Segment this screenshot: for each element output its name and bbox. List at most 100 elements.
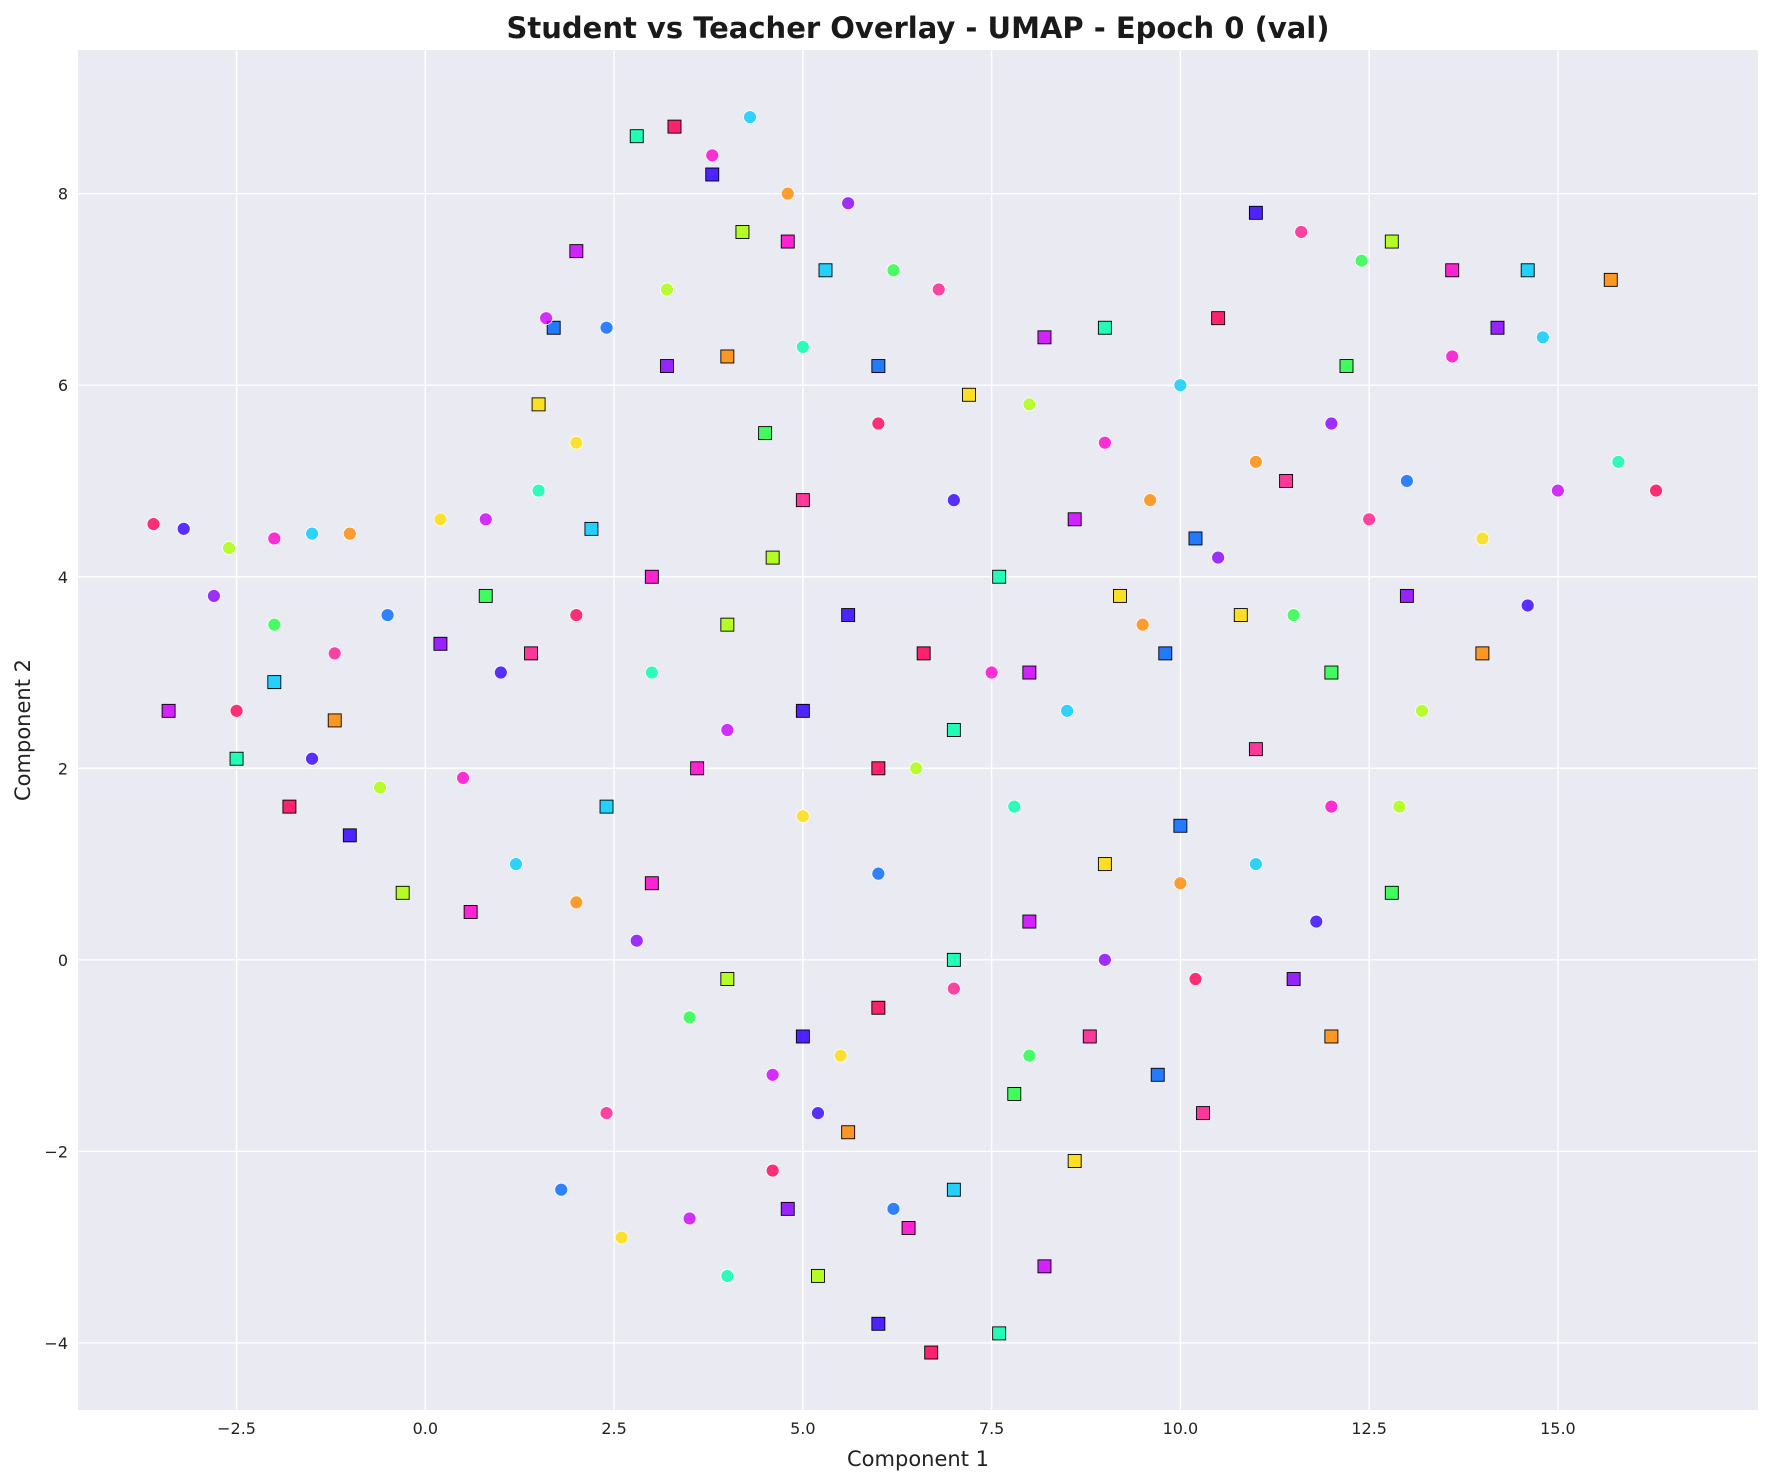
student-point bbox=[1135, 617, 1150, 632]
teacher-point bbox=[1286, 972, 1301, 986]
teacher-point bbox=[871, 359, 886, 374]
teacher-point bbox=[916, 646, 931, 661]
teacher-point bbox=[758, 426, 773, 441]
x-axis-label: Component 1 bbox=[847, 1447, 989, 1471]
teacher-point bbox=[1097, 320, 1112, 335]
student-point bbox=[1392, 799, 1407, 814]
student-point bbox=[1415, 703, 1429, 718]
teacher-point bbox=[962, 387, 976, 402]
teacher-point bbox=[946, 952, 961, 967]
y-axis-ticks: −4 −2 0 2 4 6 8 bbox=[44, 185, 68, 1353]
student-point bbox=[569, 895, 584, 910]
student-point bbox=[1445, 349, 1460, 364]
teacher-point bbox=[395, 885, 410, 900]
teacher-point bbox=[433, 636, 448, 651]
student-point bbox=[629, 933, 644, 948]
teacher-point bbox=[463, 905, 478, 919]
student-point bbox=[599, 320, 614, 335]
teacher-point bbox=[1384, 885, 1399, 900]
student-point bbox=[327, 646, 342, 661]
teacher-point bbox=[267, 675, 282, 690]
student-point bbox=[841, 196, 856, 211]
x-tick-label: 10.0 bbox=[1163, 1419, 1199, 1438]
teacher-point bbox=[946, 1182, 961, 1197]
student-point bbox=[305, 526, 319, 541]
teacher-point bbox=[795, 1029, 810, 1044]
data-layer bbox=[146, 110, 1663, 1360]
chart-title: Student vs Teacher Overlay - UMAP - Epoc… bbox=[507, 11, 1330, 45]
student-point bbox=[1309, 914, 1324, 929]
y-tick-label: 8 bbox=[58, 185, 68, 204]
teacher-point bbox=[795, 703, 810, 718]
teacher-point bbox=[690, 761, 705, 776]
student-point bbox=[833, 1048, 848, 1063]
student-point bbox=[305, 751, 319, 766]
grid-lines bbox=[78, 50, 1758, 1410]
student-point bbox=[705, 148, 720, 163]
x-tick-label: 0.0 bbox=[413, 1419, 438, 1438]
student-point bbox=[1551, 483, 1565, 498]
x-tick-label: 15.0 bbox=[1540, 1419, 1576, 1438]
teacher-point bbox=[720, 349, 735, 364]
student-point bbox=[946, 493, 961, 508]
student-point bbox=[1520, 598, 1535, 613]
teacher-point bbox=[1113, 588, 1127, 603]
teacher-point bbox=[1097, 857, 1112, 872]
student-point bbox=[433, 512, 448, 527]
teacher-point bbox=[1150, 1067, 1165, 1082]
scatter-points bbox=[146, 110, 1663, 1360]
teacher-point bbox=[992, 569, 1007, 584]
student-point bbox=[1362, 512, 1377, 527]
student-point bbox=[267, 531, 282, 546]
student-point bbox=[1294, 225, 1309, 239]
student-point bbox=[644, 665, 659, 680]
teacher-point bbox=[1279, 474, 1294, 488]
teacher-point bbox=[841, 608, 856, 623]
teacher-point bbox=[735, 225, 750, 239]
student-point bbox=[886, 263, 901, 278]
student-point bbox=[1649, 483, 1663, 498]
student-point bbox=[1535, 330, 1550, 345]
student-point bbox=[795, 340, 810, 354]
teacher-point bbox=[1324, 665, 1339, 680]
student-point bbox=[931, 282, 946, 297]
teacher-point bbox=[478, 588, 493, 603]
student-point bbox=[569, 435, 584, 450]
student-point bbox=[682, 1010, 697, 1025]
student-point bbox=[1399, 474, 1414, 488]
student-point bbox=[811, 1106, 825, 1120]
student-point bbox=[207, 589, 221, 603]
student-point bbox=[1173, 876, 1188, 891]
teacher-point bbox=[1490, 320, 1505, 335]
teacher-point bbox=[629, 129, 644, 144]
teacher-point bbox=[1173, 818, 1188, 833]
student-point bbox=[229, 703, 244, 718]
student-point bbox=[493, 665, 508, 680]
x-tick-label: 5.0 bbox=[790, 1419, 815, 1438]
teacher-point bbox=[1022, 914, 1037, 929]
student-point bbox=[1188, 972, 1203, 986]
student-point bbox=[946, 981, 961, 996]
student-point bbox=[1354, 253, 1369, 268]
teacher-point bbox=[1248, 742, 1263, 757]
student-point bbox=[660, 282, 674, 297]
teacher-point bbox=[569, 244, 584, 259]
teacher-point bbox=[1067, 512, 1082, 527]
student-point bbox=[1173, 378, 1188, 393]
teacher-point bbox=[1399, 588, 1414, 603]
student-point bbox=[267, 617, 282, 632]
student-point bbox=[176, 521, 191, 536]
teacher-point bbox=[1022, 665, 1037, 680]
teacher-point bbox=[1158, 646, 1173, 661]
student-point bbox=[554, 1182, 569, 1197]
teacher-point bbox=[841, 1125, 856, 1140]
teacher-point bbox=[811, 1268, 825, 1283]
teacher-point bbox=[1339, 359, 1354, 374]
teacher-point bbox=[795, 493, 810, 508]
student-point bbox=[569, 608, 584, 622]
student-point bbox=[1248, 857, 1263, 871]
teacher-point bbox=[871, 1316, 886, 1331]
teacher-point bbox=[524, 646, 538, 661]
student-point bbox=[1097, 435, 1112, 450]
student-point bbox=[539, 311, 554, 326]
